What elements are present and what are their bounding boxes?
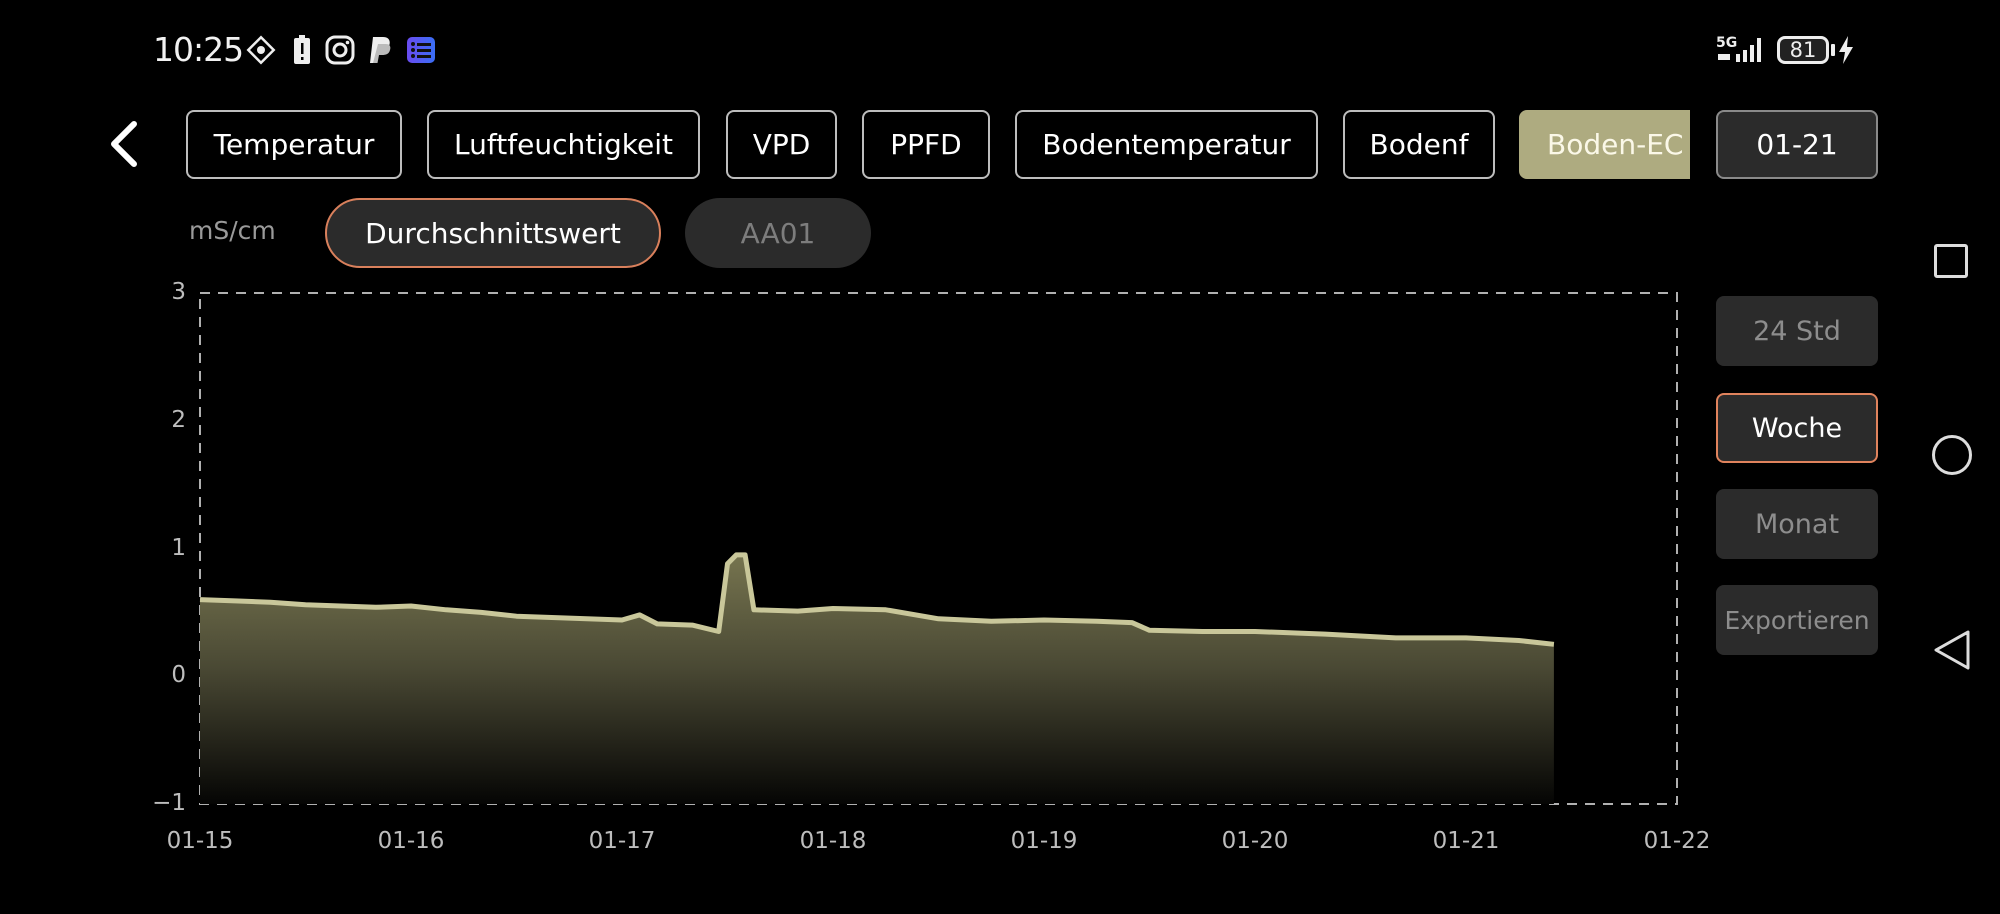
x-tick-label: 01-15 <box>166 828 234 854</box>
tab-temperatur[interactable]: Temperatur <box>186 110 402 179</box>
unit-label: mS/cm <box>189 216 276 245</box>
home-circle-icon[interactable] <box>1932 435 1972 475</box>
tab-boden-ec[interactable]: Boden-EC <box>1519 110 1690 179</box>
x-tick-label: 01-19 <box>1010 828 1078 854</box>
range-week-button[interactable]: Woche <box>1716 393 1878 463</box>
paypal-icon <box>366 34 396 66</box>
tab-vpd[interactable]: VPD <box>726 110 837 179</box>
battery-alert-icon <box>287 34 317 66</box>
charging-bolt-icon <box>1838 36 1854 68</box>
battery-indicator: 81 <box>1777 36 1829 64</box>
y-tick-label: 2 <box>171 406 186 433</box>
tab-bodenfeuchtigkeit[interactable]: Bodenf <box>1343 110 1495 179</box>
status-time: 10:25 <box>153 30 244 69</box>
signal-icon: 5G <box>1716 34 1770 70</box>
back-button[interactable] <box>104 118 144 174</box>
x-tick-label: 01-22 <box>1643 828 1711 854</box>
y-tick-label: 0 <box>171 662 186 689</box>
instagram-icon <box>325 34 355 66</box>
app-diamond-icon <box>246 34 276 66</box>
tab-bodentemperatur[interactable]: Bodentemperatur <box>1015 110 1318 179</box>
y-tick-label: 3 <box>171 279 186 305</box>
network-label: 5G <box>1716 35 1737 51</box>
battery-level: 81 <box>1789 38 1817 62</box>
area-fill <box>200 554 1554 804</box>
x-tick-label: 01-17 <box>588 828 656 854</box>
list-app-icon <box>406 34 436 66</box>
x-tick-label: 01-20 <box>1221 828 1289 854</box>
x-tick-label: 01-21 <box>1432 828 1500 854</box>
sensor-aa01-option[interactable]: AA01 <box>685 198 871 268</box>
export-button[interactable]: Exportieren <box>1716 585 1878 655</box>
range-24h-button[interactable]: 24 Std <box>1716 296 1878 366</box>
y-tick-label: 1 <box>171 534 186 561</box>
back-triangle-icon[interactable] <box>1932 628 1972 676</box>
chevron-left-icon <box>111 121 137 167</box>
tab-luftfeuchtigkeit[interactable]: Luftfeuchtigkeit <box>427 110 700 179</box>
x-tick-label: 01-16 <box>377 828 445 854</box>
date-picker-button[interactable]: 01-21 <box>1716 110 1878 179</box>
range-month-button[interactable]: Monat <box>1716 489 1878 559</box>
tab-ppfd[interactable]: PPFD <box>862 110 990 179</box>
y-tick-label: −1 <box>152 790 186 816</box>
battery-tip <box>1831 44 1835 56</box>
average-value-option[interactable]: Durchschnittswert <box>325 198 661 268</box>
recents-square-icon[interactable] <box>1934 244 1968 278</box>
x-tick-label: 01-18 <box>799 828 867 854</box>
